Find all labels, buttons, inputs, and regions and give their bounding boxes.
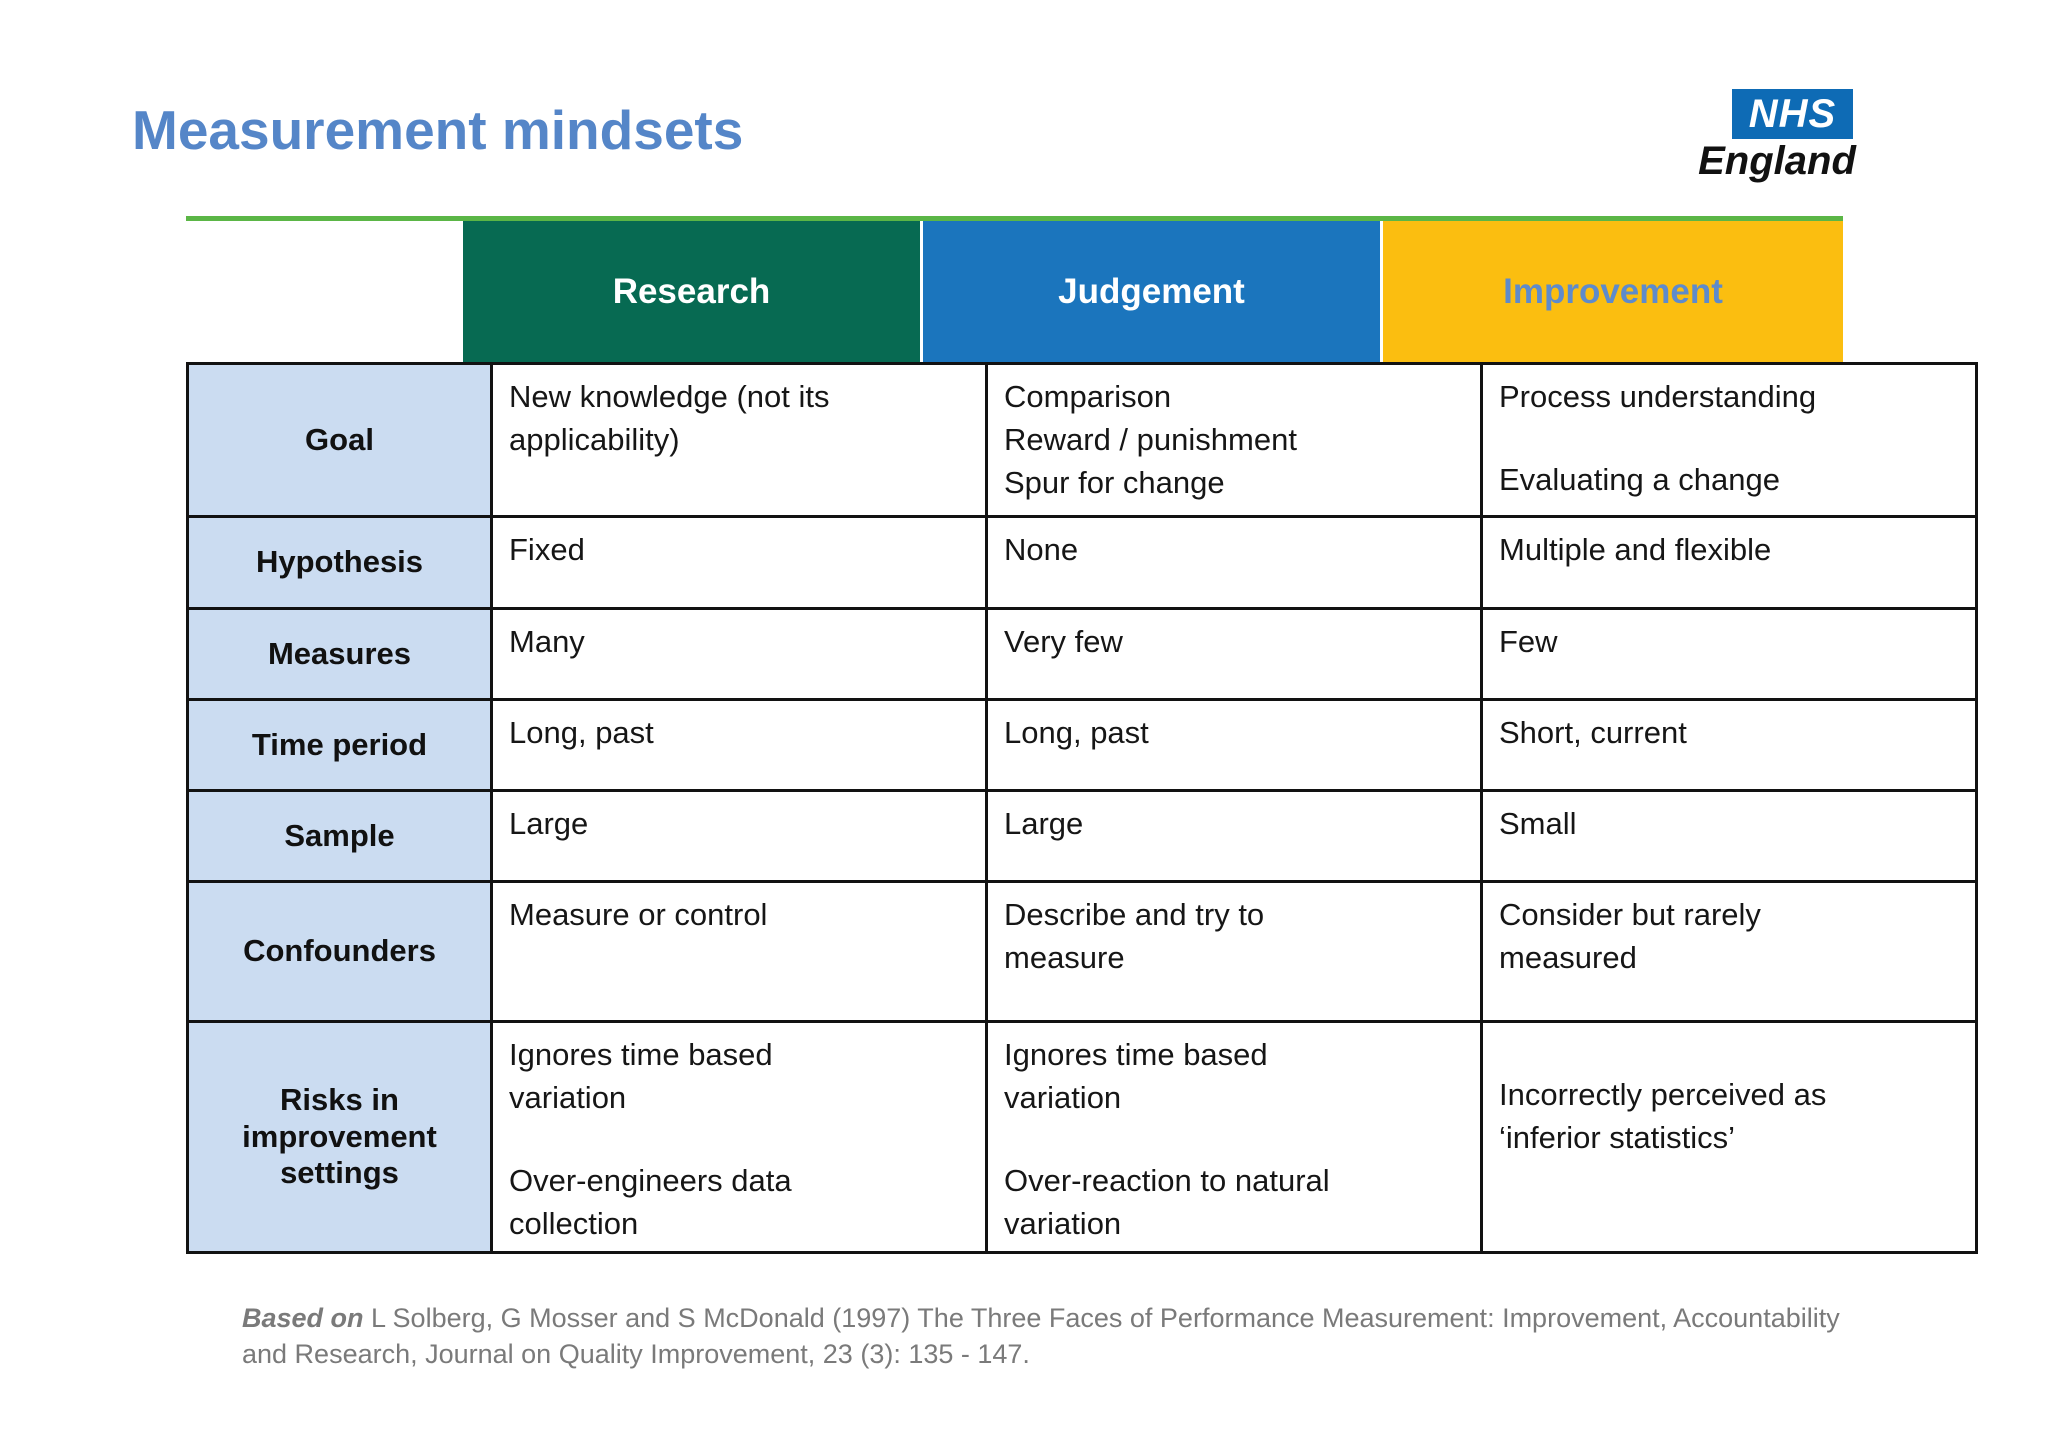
cell-research-confounders: Measure or control bbox=[490, 880, 988, 1023]
row-label-time-period: Time period bbox=[186, 698, 493, 792]
cell-judgement-goal: Comparison Reward / punishment Spur for ch… bbox=[985, 362, 1483, 518]
table-row-hypothesis: Hypothesis Fixed None Multiple and flexi… bbox=[186, 515, 1978, 610]
table-row-measures: Measures Many Very few Few bbox=[186, 607, 1978, 701]
cell-line: Few bbox=[1499, 624, 1558, 659]
cell-line: Reward / punishment bbox=[1004, 422, 1297, 457]
row-label-measures: Measures bbox=[186, 607, 493, 701]
citation-prefix: Based on bbox=[242, 1303, 364, 1333]
cell-research-goal: New knowledge (not its applicability) bbox=[490, 362, 988, 518]
cell-line: Consider but rarely bbox=[1499, 897, 1761, 932]
cell-research-hypothesis: Fixed bbox=[490, 515, 988, 610]
cell-line: Over-reaction to natural bbox=[1004, 1163, 1330, 1198]
cell-line: Spur for change bbox=[1004, 465, 1225, 500]
nhs-logo: NHS bbox=[1732, 89, 1853, 139]
cell-line bbox=[1499, 1033, 1959, 1073]
cell-judgement-risks: Ignores time based variation Over-reaction… bbox=[985, 1020, 1483, 1254]
cell-line: Large bbox=[509, 806, 589, 841]
cell-line: applicability) bbox=[509, 422, 680, 457]
cell-line bbox=[1004, 1119, 1464, 1159]
cell-line: Long, past bbox=[1004, 715, 1149, 750]
cell-line: Fixed bbox=[509, 532, 585, 567]
cell-line: Many bbox=[509, 624, 585, 659]
cell-line: Comparison bbox=[1004, 379, 1172, 414]
table-row-confounders: Confounders Measure or control Describe … bbox=[186, 880, 1978, 1023]
row-label-hypothesis: Hypothesis bbox=[186, 515, 493, 610]
cell-line: Short, current bbox=[1499, 715, 1687, 750]
cell-improvement-hypothesis: Multiple and flexible bbox=[1480, 515, 1978, 610]
cell-line bbox=[509, 1119, 969, 1159]
cell-line: measure bbox=[1004, 940, 1125, 975]
table-row-time-period: Time period Long, past Long, past Short,… bbox=[186, 698, 1978, 792]
cell-line: Measure or control bbox=[509, 897, 768, 932]
cell-judgement-sample: Large bbox=[985, 789, 1483, 883]
citation-line-1-text: L Solberg, G Mosser and S McDonald (1997… bbox=[363, 1303, 1840, 1333]
cell-judgement-confounders: Describe and try to measure bbox=[985, 880, 1483, 1023]
cell-research-sample: Large bbox=[490, 789, 988, 883]
table-row-goal: Goal New knowledge (not its applicability… bbox=[186, 362, 1978, 518]
nhs-logo-text: NHS bbox=[1748, 92, 1837, 136]
cell-line: Incorrectly perceived as bbox=[1499, 1077, 1827, 1112]
cell-line: collection bbox=[509, 1206, 639, 1241]
cell-line: Multiple and flexible bbox=[1499, 532, 1772, 567]
cell-line: variation bbox=[1004, 1080, 1122, 1115]
cell-research-measures: Many bbox=[490, 607, 988, 701]
nhs-logo-org: England bbox=[1698, 139, 1856, 183]
cell-line: None bbox=[1004, 532, 1079, 567]
cell-line: Very few bbox=[1004, 624, 1123, 659]
cell-line: Large bbox=[1004, 806, 1084, 841]
cell-line: Small bbox=[1499, 806, 1577, 841]
cell-line: Ignores time based bbox=[1004, 1037, 1268, 1072]
cell-line: Long, past bbox=[509, 715, 654, 750]
cell-line: New knowledge (not its bbox=[509, 379, 830, 414]
cell-improvement-risks: Incorrectly perceived as ‘inferior statis… bbox=[1480, 1020, 1978, 1254]
table-row-sample: Sample Large Large Small bbox=[186, 789, 1978, 883]
cell-improvement-confounders: Consider but rarely measured bbox=[1480, 880, 1978, 1023]
cell-line: variation bbox=[509, 1080, 627, 1115]
cell-judgement-time-period: Long, past bbox=[985, 698, 1483, 792]
table-row-risks: Risks in improvement settings Ignores ti… bbox=[186, 1020, 1978, 1254]
row-label-sample: Sample bbox=[186, 789, 493, 883]
cell-judgement-measures: Very few bbox=[985, 607, 1483, 701]
cell-line: Ignores time based bbox=[509, 1037, 773, 1072]
cell-line: ‘inferior statistics’ bbox=[1499, 1120, 1735, 1155]
cell-line: measured bbox=[1499, 940, 1637, 975]
cell-judgement-hypothesis: None bbox=[985, 515, 1483, 610]
cell-research-time-period: Long, past bbox=[490, 698, 988, 792]
row-label-confounders: Confounders bbox=[186, 880, 493, 1023]
cell-improvement-time-period: Short, current bbox=[1480, 698, 1978, 792]
cell-line: Evaluating a change bbox=[1499, 462, 1780, 497]
title-underline bbox=[186, 216, 1843, 221]
column-header-research: Research bbox=[463, 221, 920, 362]
row-label-risks: Risks in improvement settings bbox=[186, 1020, 493, 1254]
cell-improvement-sample: Small bbox=[1480, 789, 1978, 883]
page-title: Measurement mindsets bbox=[132, 99, 744, 161]
citation-line-1: Based on L Solberg, G Mosser and S McDon… bbox=[242, 1300, 1862, 1336]
citation: Based on L Solberg, G Mosser and S McDon… bbox=[242, 1300, 1862, 1372]
citation-line-2: and Research, Journal on Quality Improve… bbox=[242, 1339, 1030, 1369]
cell-research-risks: Ignores time based variation Over-engineer… bbox=[490, 1020, 988, 1254]
cell-line: Process understanding bbox=[1499, 379, 1817, 414]
cell-line: Describe and try to bbox=[1004, 897, 1265, 932]
cell-line bbox=[1499, 418, 1959, 458]
cell-line: variation bbox=[1004, 1206, 1122, 1241]
cell-improvement-goal: Process understanding Evaluating a change bbox=[1480, 362, 1978, 518]
column-header-improvement: Improvement bbox=[1383, 221, 1843, 362]
comparison-table: Goal New knowledge (not its applicability… bbox=[186, 362, 1978, 1254]
row-label-goal: Goal bbox=[186, 362, 493, 518]
cell-line: Over-engineers data bbox=[509, 1163, 792, 1198]
cell-improvement-measures: Few bbox=[1480, 607, 1978, 701]
column-header-judgement: Judgement bbox=[923, 221, 1380, 362]
